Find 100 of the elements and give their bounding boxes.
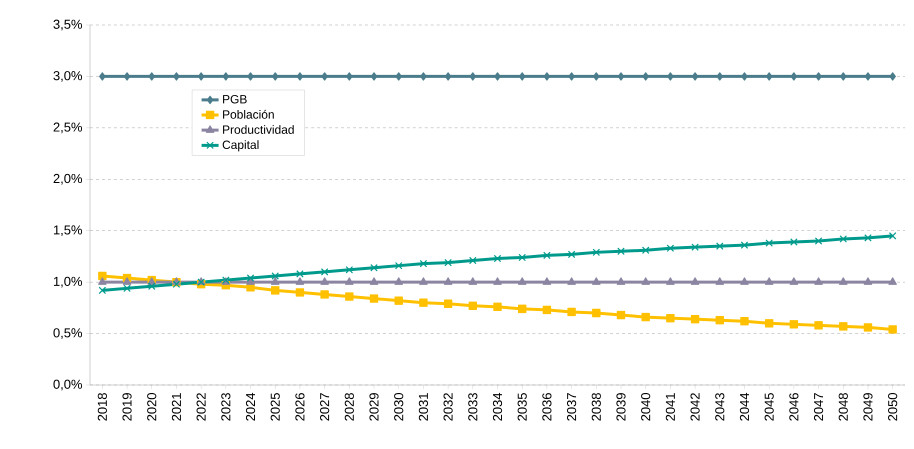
point (568, 250, 576, 258)
point (296, 288, 304, 297)
point (716, 242, 724, 250)
point (122, 277, 132, 285)
legend-label: Productividad (223, 125, 294, 134)
point (692, 72, 698, 81)
point (370, 264, 378, 272)
x-tick-label: 2038 (592, 393, 601, 421)
point (468, 277, 478, 285)
point (394, 277, 403, 285)
x-tick-label: 2029 (369, 393, 379, 421)
point (246, 277, 255, 285)
point (764, 277, 774, 285)
point (740, 241, 748, 249)
point (172, 280, 180, 288)
point (444, 277, 452, 285)
point (544, 72, 550, 81)
x-tick-label: 2022 (196, 393, 206, 421)
point (864, 234, 872, 242)
point (247, 72, 254, 81)
point (296, 72, 304, 81)
point (148, 282, 156, 290)
point (616, 277, 626, 285)
point (493, 277, 502, 285)
point (666, 314, 675, 322)
point (346, 72, 353, 81)
point (592, 248, 600, 256)
point (666, 277, 675, 285)
x-tick-label: 2023 (221, 393, 230, 421)
point (320, 290, 329, 299)
point (444, 72, 452, 81)
legend-label: PGB (223, 94, 247, 104)
point (567, 308, 576, 316)
x-tick-label: 2048 (838, 393, 848, 421)
point (99, 72, 106, 81)
x-tick-label: 2019 (122, 393, 132, 421)
x-tick-label: 2034 (492, 392, 502, 421)
point (370, 277, 378, 285)
point (690, 277, 700, 285)
point (98, 272, 107, 280)
point (296, 277, 304, 285)
point (840, 72, 847, 81)
point (864, 323, 872, 332)
point (493, 302, 502, 312)
point (616, 310, 626, 320)
point (641, 312, 650, 322)
point (296, 270, 304, 278)
point (691, 243, 699, 251)
x-tick-label: 2037 (567, 393, 576, 421)
point (370, 72, 378, 81)
point (716, 316, 724, 324)
point (888, 232, 896, 240)
point (98, 277, 107, 285)
point (394, 262, 402, 270)
x-tick-label: 2049 (863, 393, 873, 421)
point (173, 72, 180, 81)
point (690, 314, 700, 324)
x-tick-label: 2026 (295, 393, 305, 421)
point (839, 322, 848, 331)
x-tick-label: 2043 (715, 393, 724, 421)
point (222, 72, 230, 81)
point (98, 286, 106, 294)
point (741, 72, 748, 81)
point (123, 284, 131, 292)
point (394, 296, 403, 305)
point (518, 304, 526, 314)
point (370, 294, 378, 303)
point (839, 277, 848, 285)
x-tick-label: 2045 (764, 393, 774, 421)
x-tick-label: 2044 (740, 392, 750, 421)
x-tick-label: 2032 (444, 393, 453, 421)
point (642, 246, 650, 254)
point (321, 72, 328, 81)
x-tick-label: 2042 (690, 393, 700, 421)
point (346, 266, 354, 274)
point (542, 306, 552, 314)
x-tick-label: 2035 (518, 393, 527, 421)
point (815, 72, 822, 81)
point (790, 277, 798, 285)
point (814, 321, 823, 330)
point (148, 72, 156, 81)
y-tick-label: 0,0% (53, 380, 82, 390)
point (419, 298, 428, 307)
point (542, 277, 552, 285)
point (814, 277, 823, 285)
point (889, 72, 896, 81)
point (320, 277, 329, 285)
point (568, 72, 575, 81)
point (864, 277, 872, 285)
legend-label: Capital (222, 140, 258, 152)
x-tick-label: 2028 (344, 393, 354, 421)
point (345, 292, 354, 301)
x-tick-label: 2047 (814, 393, 824, 421)
y-tick-label: 3,0% (53, 71, 82, 82)
x-tick-label: 2036 (542, 393, 552, 421)
point (617, 248, 625, 256)
point (764, 319, 774, 328)
point (716, 72, 724, 81)
x-tick-label: 2020 (147, 393, 156, 421)
point (667, 72, 674, 81)
